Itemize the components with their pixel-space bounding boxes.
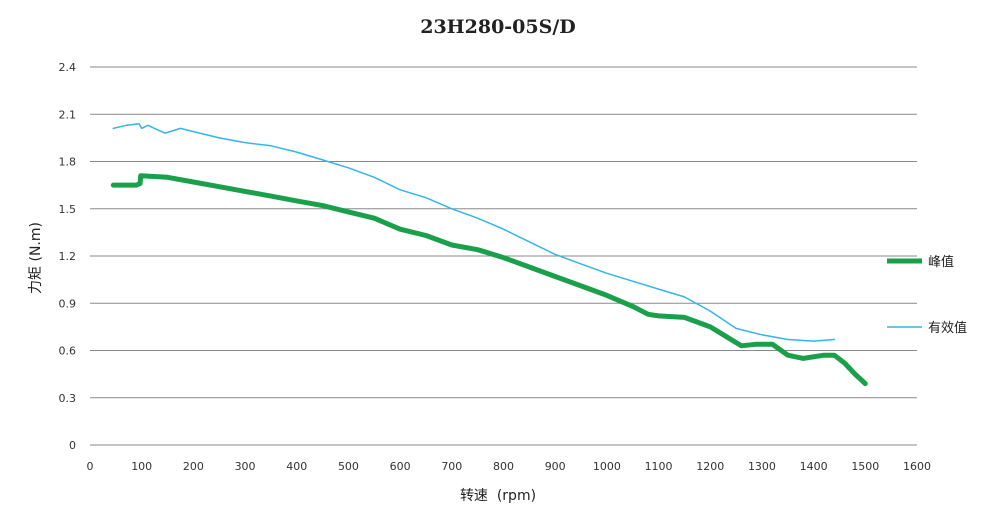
- x-tick-label: 1600: [903, 460, 931, 473]
- x-tick-label: 1500: [851, 460, 879, 473]
- legend-label-1: 峰值: [928, 254, 954, 270]
- chart-title: 23H280-05S/D: [420, 16, 576, 38]
- y-tick-label: 2.1: [59, 108, 77, 121]
- x-tick-label: 700: [441, 460, 462, 473]
- x-tick-label: 100: [131, 460, 152, 473]
- x-tick-label: 800: [493, 460, 514, 473]
- x-tick-label: 1400: [800, 460, 828, 473]
- y-tick-label: 1.8: [59, 156, 77, 169]
- y-tick-label: 0: [69, 439, 76, 452]
- x-tick-label: 1200: [696, 460, 724, 473]
- y-tick-label: 0.9: [59, 297, 77, 310]
- series-line-1: [110, 173, 868, 387]
- x-axis-title: 转速 (rpm): [460, 488, 536, 504]
- series-line-2: [112, 122, 836, 342]
- y-tick-label: 0.3: [59, 392, 77, 405]
- y-axis-ticks: 0 0.3 0.6 0.9 1.2 1.5 1.8 2.1 2.4: [59, 61, 77, 452]
- x-tick-label: 600: [390, 460, 411, 473]
- legend-label-2: 有效值: [928, 320, 967, 336]
- series-lines: [110, 122, 868, 387]
- x-tick-label: 200: [183, 460, 204, 473]
- y-tick-label: 1.2: [59, 250, 77, 263]
- x-tick-label: 500: [338, 460, 359, 473]
- x-tick-label: 0: [87, 460, 94, 473]
- x-tick-label: 1100: [645, 460, 673, 473]
- x-axis-ticks: 0 100 200 300 400 500 600 700 800 900 1000 1100 1200…: [87, 460, 932, 473]
- y-tick-label: 0.6: [59, 345, 77, 358]
- x-tick-label: 300: [235, 460, 256, 473]
- x-tick-label: 900: [545, 460, 566, 473]
- y-axis-title: 力矩 (N.m): [28, 222, 44, 294]
- x-tick-label: 400: [286, 460, 307, 473]
- y-tick-label: 2.4: [59, 61, 77, 74]
- x-tick-label: 1000: [593, 460, 621, 473]
- x-tick-label: 1300: [748, 460, 776, 473]
- y-tick-label: 1.5: [59, 203, 77, 216]
